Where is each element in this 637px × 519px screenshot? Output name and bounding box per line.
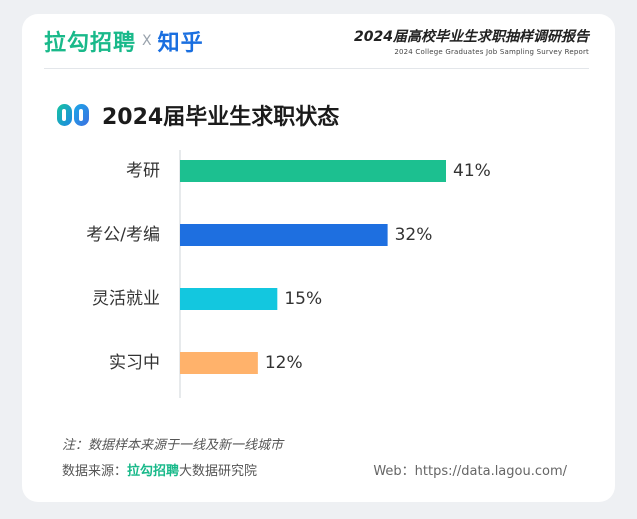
brand-separator: X [142, 33, 152, 49]
lagou-logo: 拉勾招聘 [44, 31, 137, 56]
footer-web-link[interactable]: Web：https://data.lagou.com/ [373, 464, 567, 479]
report-title: 2024届高校毕业生求职抽样调研报告 [354, 29, 589, 45]
header-divider [44, 68, 589, 69]
footer-source: 数据来源： 拉勾招聘 大数据研究院 [62, 460, 257, 479]
zhihu-logo: 知乎 [157, 31, 204, 56]
report-subtitle: 2024 College Graduates Job Sampling Surv… [394, 48, 589, 56]
footer-note: 注：数据样本来源于一线及新一线城市 [62, 438, 284, 453]
report-heading: 2024届高校毕业生求职抽样调研报告 2024 College Graduate… [354, 26, 589, 56]
value-label: 15% [284, 289, 322, 309]
source-suffix: 大数据研究院 [179, 464, 258, 479]
category-label: 考研 [126, 161, 160, 181]
category-label: 灵活就业 [92, 289, 160, 309]
value-label: 41% [453, 161, 491, 181]
bar [180, 352, 258, 374]
source-brand: 拉勾招聘 [127, 464, 180, 479]
source-prefix: 数据来源： [62, 464, 128, 479]
brand-logos: 拉勾招聘 X 知乎 [44, 26, 204, 56]
value-label: 12% [265, 353, 303, 373]
section-heading: 2024届毕业生求职状态 [56, 100, 339, 130]
category-label: 实习中 [109, 353, 160, 373]
category-label: 考公/考编 [86, 225, 160, 245]
split-circle-icon [57, 104, 89, 126]
report-header: 拉勾招聘 X 知乎 2024届高校毕业生求职抽样调研报告 2024 Colleg… [22, 14, 615, 72]
value-label: 32% [395, 225, 433, 245]
chart-title: 2024届毕业生求职状态 [102, 105, 340, 130]
report-card: 拉勾招聘 X 知乎 2024届高校毕业生求职抽样调研报告 2024 Colleg… [22, 14, 615, 502]
bar [180, 224, 388, 246]
bars-group: 考研 41% 考公/考编 32% 灵活就业 15% 实习中 12% [86, 160, 491, 374]
bar [180, 160, 446, 182]
bar [180, 288, 278, 310]
